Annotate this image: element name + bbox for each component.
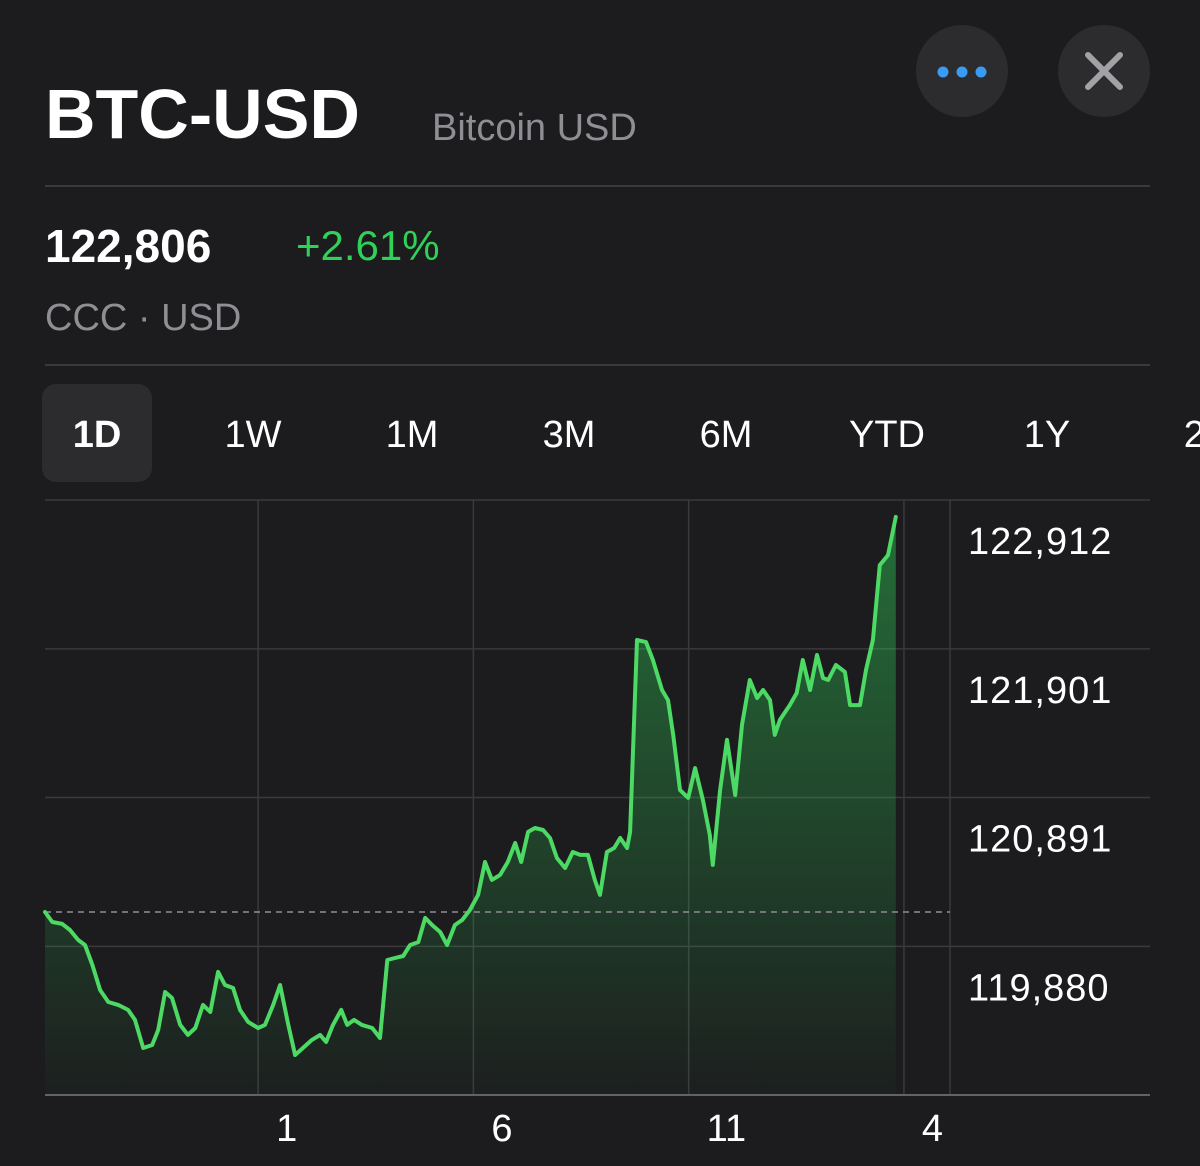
price: 122,806 [45, 220, 211, 272]
y-tick-label: 119,880 [968, 967, 1110, 1009]
dot [956, 66, 968, 78]
y-tick-label: 122,912 [968, 521, 1112, 563]
range-tab[interactable]: 1M [386, 414, 439, 456]
exchange: CCC · USD [45, 297, 241, 339]
y-tick-label: 120,891 [968, 819, 1112, 861]
symbol-title: BTC-USD [45, 75, 360, 153]
dot [937, 66, 949, 78]
range-tab[interactable]: 6M [700, 414, 753, 456]
range-tab[interactable]: YTD [849, 414, 925, 456]
range-tab[interactable]: 1D [73, 414, 122, 456]
close-icon [1085, 52, 1123, 90]
x-tick-label: 1 [276, 1108, 297, 1150]
x-tick-label: 11 [707, 1108, 746, 1150]
range-tab[interactable]: 2Y [1184, 414, 1200, 456]
symbol-name: Bitcoin USD [432, 107, 637, 149]
x-tick-label: 4 [922, 1108, 943, 1150]
price-line [43, 514, 898, 1057]
dot [975, 66, 987, 78]
more-button[interactable] [916, 25, 1008, 117]
area-fill [45, 516, 896, 1095]
range-tab[interactable]: 3M [543, 414, 596, 456]
x-tick-label: 6 [491, 1108, 512, 1150]
chart: 122,912 121,901 120,891 119,880 1 6 11 4 [43, 499, 1150, 1150]
range-tabs: 1D 1W 1M 3M 6M YTD 1Y 2Y [42, 384, 1200, 482]
y-tick-label: 121,901 [968, 670, 1112, 712]
tab-selected-bg[interactable] [42, 384, 152, 482]
range-tab[interactable]: 1W [225, 414, 282, 456]
change: +2.61% [296, 222, 440, 269]
range-tab[interactable]: 1Y [1024, 414, 1070, 456]
close-button[interactable] [1058, 25, 1150, 117]
